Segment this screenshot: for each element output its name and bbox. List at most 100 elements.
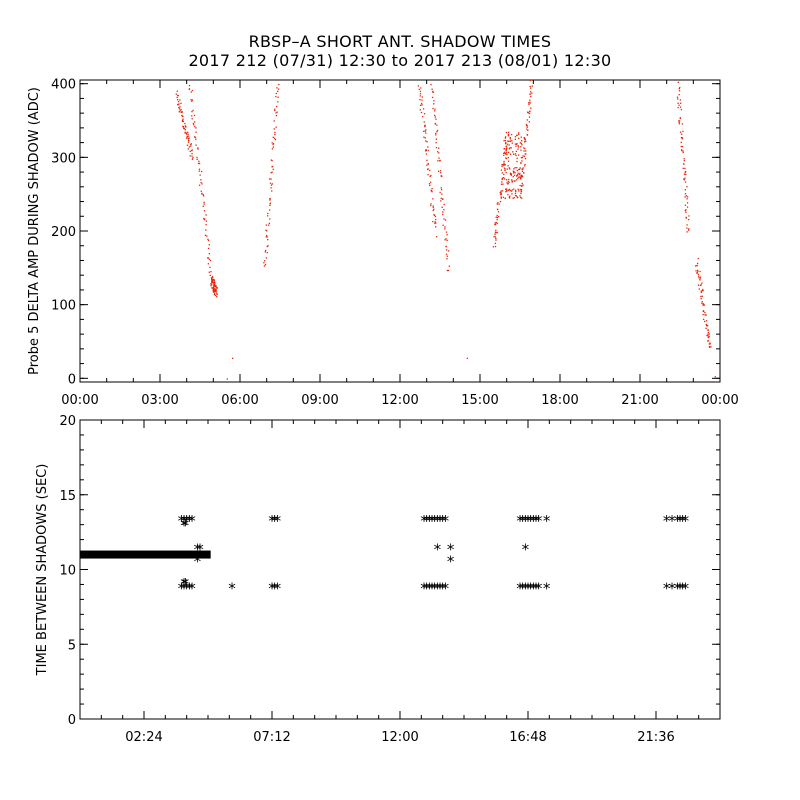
data-point	[424, 124, 426, 127]
data-point	[444, 226, 446, 228]
data-point	[530, 107, 532, 109]
data-point	[507, 133, 510, 136]
data-point	[446, 255, 448, 257]
data-point: *	[427, 512, 436, 530]
data-point	[190, 143, 192, 146]
data-point	[520, 192, 522, 195]
data-point	[679, 99, 682, 101]
data-point	[213, 279, 215, 282]
data-point	[510, 173, 513, 175]
data-point	[181, 114, 183, 117]
data-point	[498, 203, 500, 205]
data-point	[428, 183, 431, 185]
data-point	[685, 173, 687, 176]
data-point	[680, 141, 682, 144]
chart-subtitle: 2017 212 (07/31) 12:30 to 2017 213 (08/0…	[188, 51, 612, 70]
data-point	[210, 283, 212, 285]
data-point	[701, 295, 703, 297]
plot-frame	[79, 79, 721, 383]
data-point	[273, 137, 276, 139]
data-point	[515, 154, 517, 157]
data-point	[504, 136, 507, 138]
data-point	[507, 131, 510, 133]
data-point	[209, 266, 211, 269]
data-point	[275, 112, 277, 114]
data-point	[505, 131, 508, 134]
data-point	[494, 231, 497, 233]
data-point	[445, 245, 447, 248]
data-point	[211, 275, 214, 278]
data-point	[178, 108, 181, 110]
data-point	[527, 111, 529, 113]
data-point	[526, 134, 529, 136]
data-point	[511, 179, 513, 181]
data-point	[418, 88, 420, 91]
data-point	[520, 146, 522, 148]
data-point	[446, 269, 449, 272]
data-point	[678, 120, 680, 122]
data-point	[529, 91, 532, 93]
data-point	[433, 208, 435, 210]
data-point	[434, 222, 436, 225]
data-point	[211, 283, 213, 286]
data-point	[419, 104, 422, 106]
data-point	[434, 122, 437, 125]
data-point	[198, 162, 201, 165]
data-point	[186, 144, 189, 146]
data-point	[497, 211, 500, 213]
data-point	[420, 102, 423, 105]
data-point	[187, 140, 190, 142]
data-point	[496, 231, 498, 234]
data-point: *	[267, 579, 276, 597]
data-point	[438, 147, 440, 149]
data-point	[207, 263, 210, 265]
data-point: *	[433, 579, 442, 597]
data-point	[447, 250, 450, 252]
data-point	[508, 167, 510, 169]
data-point	[707, 336, 710, 339]
data-point	[706, 334, 708, 337]
data-point	[497, 202, 499, 204]
data-point	[434, 215, 437, 218]
data-point	[430, 174, 432, 177]
data-point	[204, 218, 206, 220]
data-point	[698, 275, 700, 277]
data-point	[431, 191, 433, 193]
data-point	[202, 193, 204, 196]
data-point	[519, 195, 521, 197]
data-point	[683, 178, 685, 180]
data-point	[519, 142, 522, 144]
data-point	[269, 204, 271, 207]
data-point	[200, 190, 202, 192]
data-point	[676, 96, 679, 98]
data-point	[275, 114, 278, 117]
data-point: *	[681, 579, 690, 597]
data-point	[211, 281, 214, 284]
data-point: *	[438, 579, 447, 597]
data-point	[708, 346, 711, 349]
data-point	[512, 151, 514, 153]
data-point	[697, 269, 699, 271]
data-point	[686, 198, 688, 200]
data-point	[496, 222, 498, 225]
data-point	[503, 173, 505, 176]
data-point	[685, 211, 687, 213]
data-point	[521, 170, 524, 173]
data-point	[509, 147, 511, 149]
data-point	[213, 283, 215, 285]
data-point	[519, 184, 521, 187]
data-point	[277, 101, 279, 103]
data-point	[211, 282, 213, 284]
data-point	[191, 115, 193, 117]
data-point: *	[195, 541, 204, 559]
data-point: *	[534, 579, 543, 597]
data-point	[503, 147, 506, 150]
data-point	[501, 165, 503, 167]
data-point	[527, 129, 529, 132]
data-point	[186, 137, 188, 139]
y-tick-label: 0	[68, 372, 76, 387]
data-point	[707, 331, 709, 334]
data-point	[191, 118, 193, 120]
data-point	[190, 145, 192, 147]
data-point	[702, 288, 704, 291]
